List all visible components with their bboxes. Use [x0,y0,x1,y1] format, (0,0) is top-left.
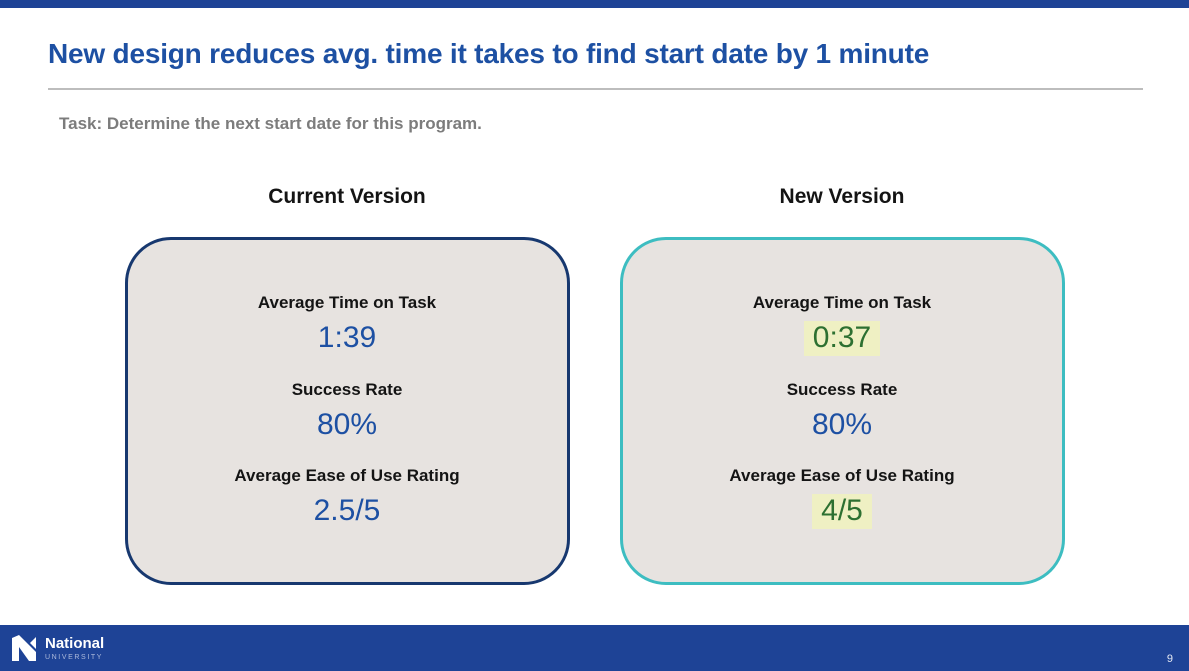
new-version-card: Average Time on Task 0:37 Success Rate 8… [619,237,1065,585]
university-logo: National UNIVERSITY [10,635,104,661]
slide-title: New design reduces avg. time it takes to… [48,38,930,69]
national-university-n-icon [12,635,36,661]
metric-value: 80% [811,407,873,441]
new-version-heading: New Version [779,185,905,208]
new-success-rate-metric: Success Rate 80% [643,380,1042,443]
slide-footer: National UNIVERSITY 9 [0,625,1189,671]
brand-subtitle: UNIVERSITY [45,653,104,661]
current-version-heading: Current Version [268,185,426,208]
title-divider [48,88,1143,90]
current-version-column: Current Version Average Time on Task 1:3… [124,185,570,585]
metric-value: 1:39 [317,321,377,355]
metric-label: Average Ease of Use Rating [234,466,460,486]
highlighted-value: 4/5 [812,494,872,529]
new-time-on-task-metric: Average Time on Task 0:37 [643,293,1042,356]
current-time-on-task-metric: Average Time on Task 1:39 [148,293,547,356]
metric-value-highlighted: 0:37 [803,321,881,356]
current-success-rate-metric: Success Rate 80% [148,380,547,443]
current-version-card: Average Time on Task 1:39 Success Rate 8… [124,237,570,585]
current-ease-of-use-metric: Average Ease of Use Rating 2.5/5 [148,466,547,529]
metric-label: Average Time on Task [257,293,437,313]
metric-value: 2.5/5 [313,494,381,528]
page-number: 9 [1166,653,1173,665]
top-accent-bar [0,0,1189,8]
new-ease-of-use-metric: Average Ease of Use Rating 4/5 [643,466,1042,529]
metric-label: Average Time on Task [752,293,932,313]
metric-label: Average Ease of Use Rating [729,466,955,486]
task-description: Task: Determine the next start date for … [59,114,482,133]
brand-name: National [45,634,105,652]
brand-text: National UNIVERSITY [45,636,104,661]
metric-label: Success Rate [291,379,403,399]
metric-value-highlighted: 4/5 [812,494,872,529]
metric-label: Success Rate [786,379,898,399]
highlighted-value: 0:37 [803,321,881,356]
new-version-column: New Version Average Time on Task 0:37 Su… [619,185,1065,585]
metric-value: 80% [316,407,378,441]
comparison-columns: Current Version Average Time on Task 1:3… [0,185,1189,585]
